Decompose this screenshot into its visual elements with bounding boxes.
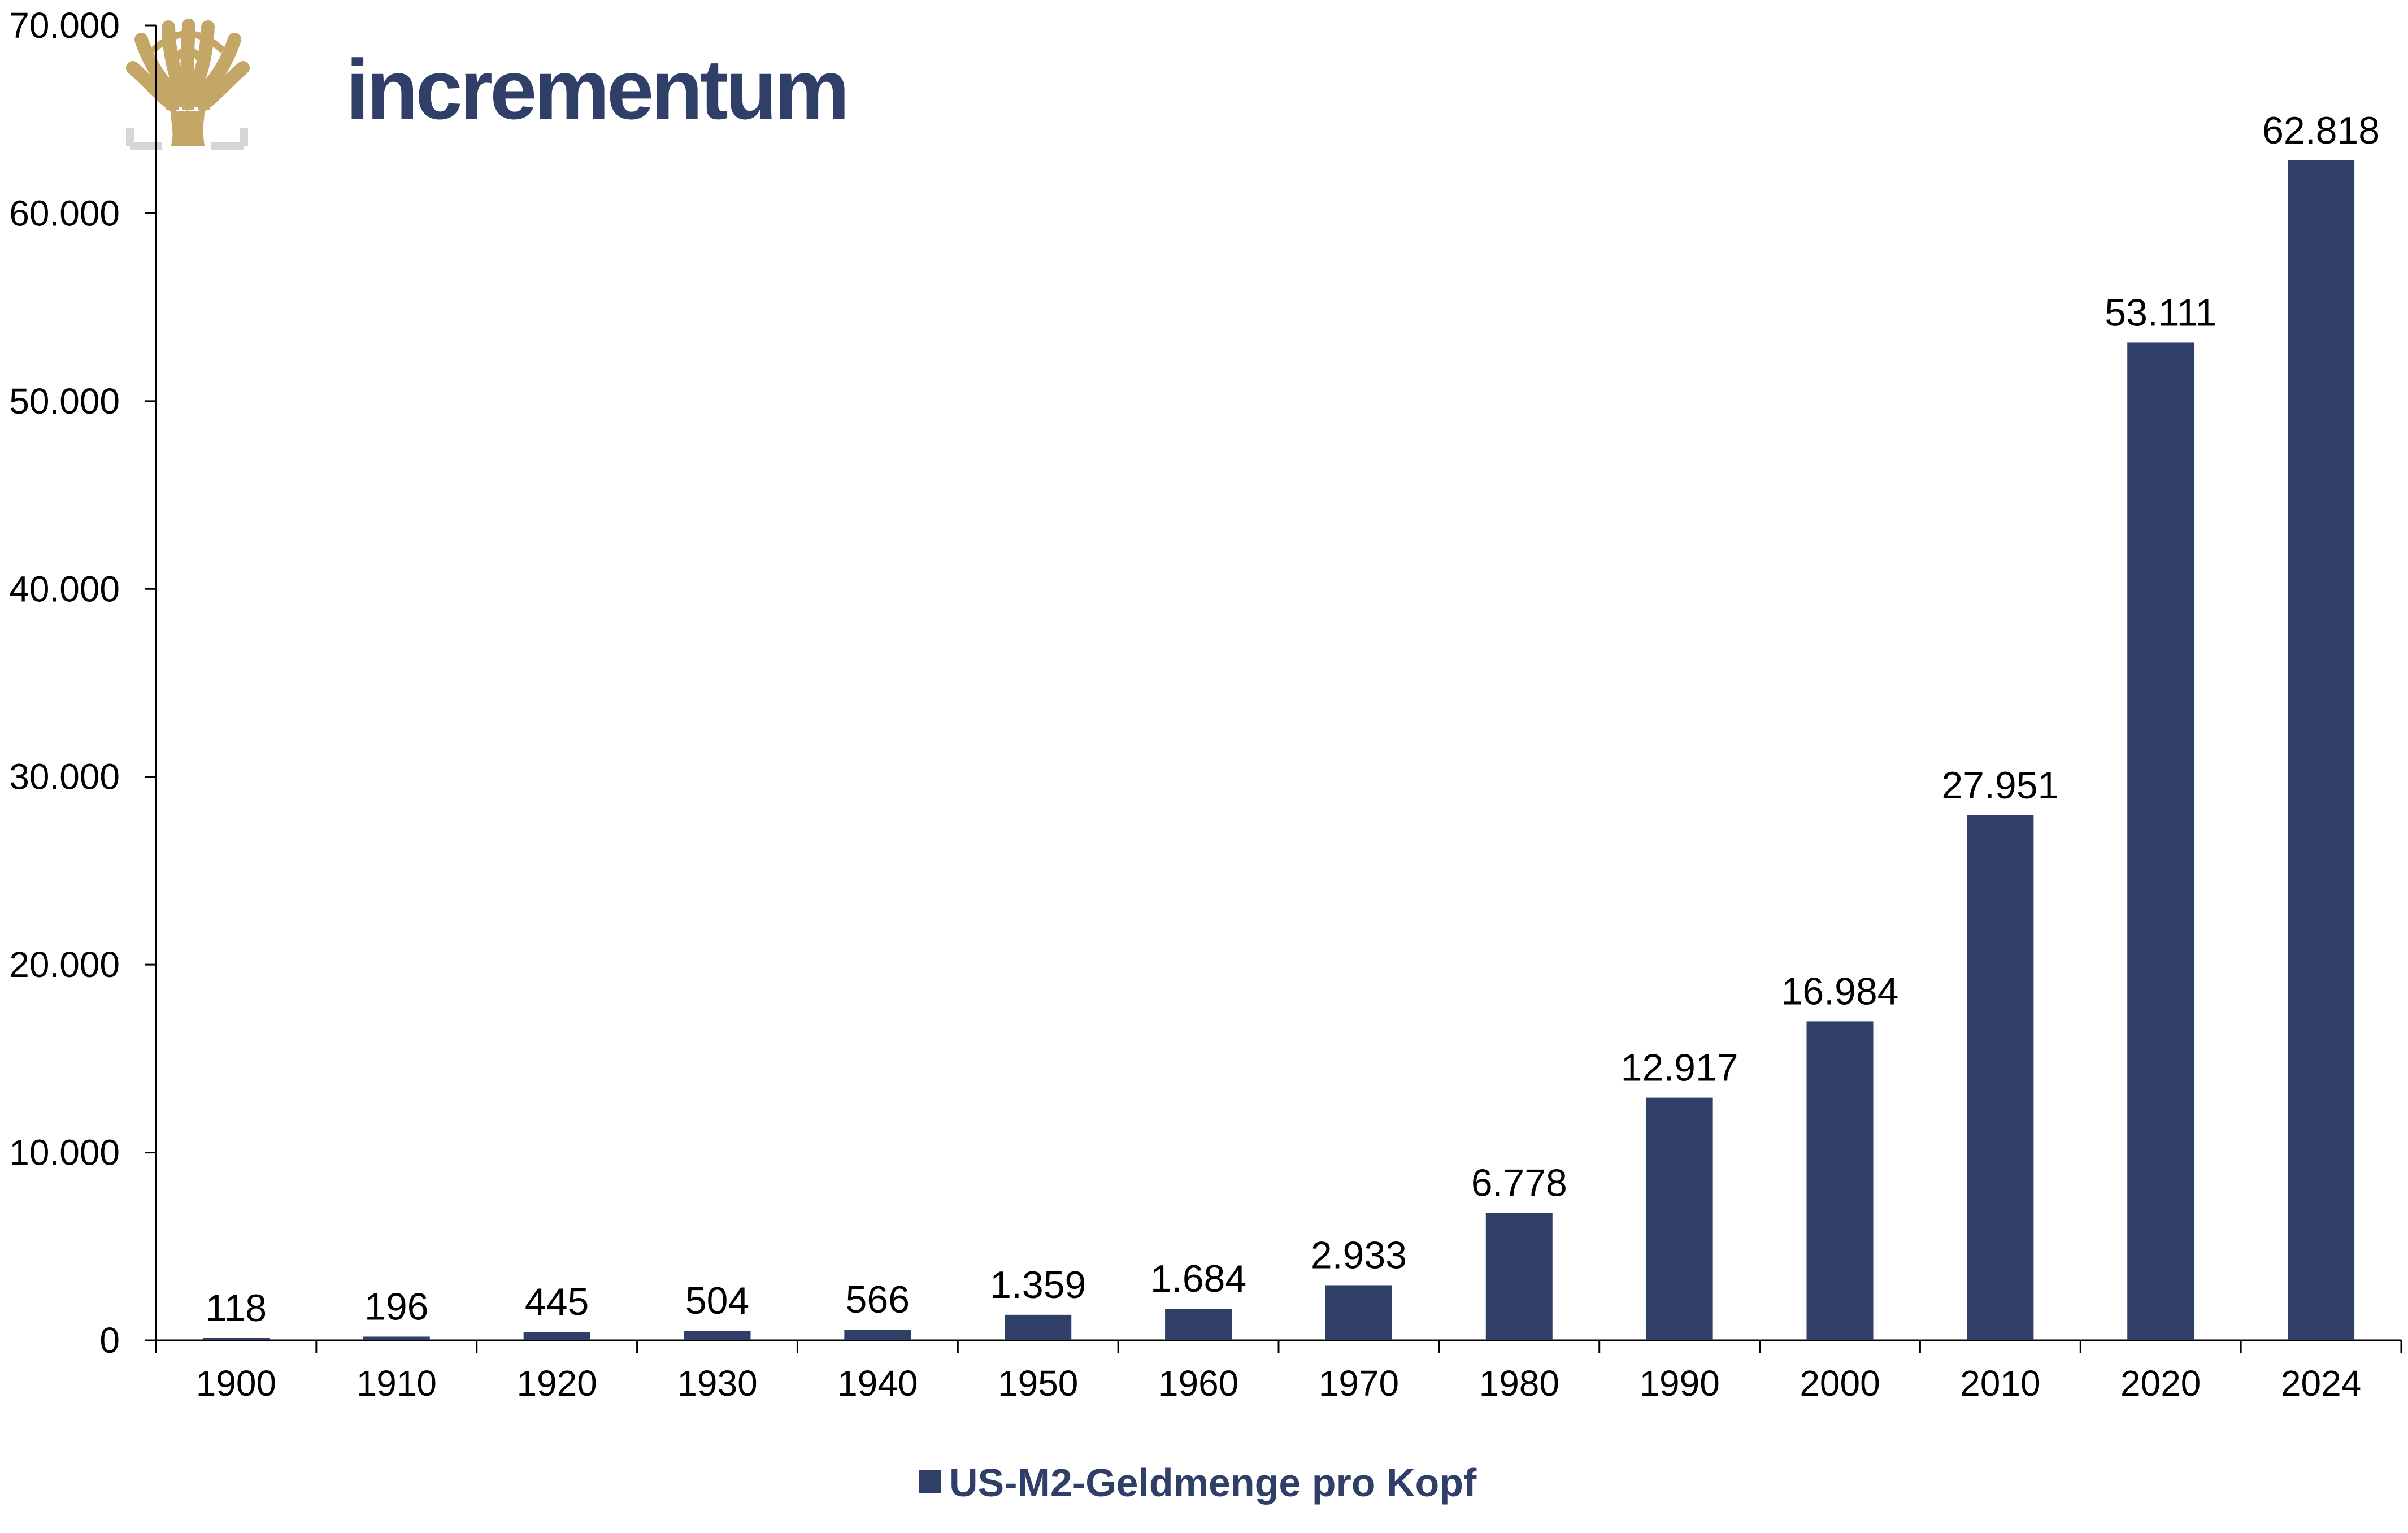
bar — [202, 1338, 270, 1340]
x-tick-label: 1980 — [1479, 1363, 1559, 1404]
x-tick-label: 1920 — [516, 1363, 597, 1404]
x-tick-label: 1940 — [837, 1363, 918, 1404]
bar — [1967, 815, 2034, 1340]
bar — [1485, 1213, 1553, 1340]
bar — [363, 1336, 430, 1340]
data-label: 6.778 — [1471, 1162, 1567, 1205]
bar — [844, 1330, 911, 1340]
x-tick-label: 1990 — [1639, 1363, 1719, 1404]
y-tick-label: 70.000 — [9, 5, 120, 46]
bar — [2127, 342, 2194, 1340]
data-label: 2.933 — [1311, 1234, 1407, 1276]
data-label: 196 — [364, 1285, 428, 1328]
y-tick-label: 0 — [99, 1320, 120, 1361]
bar — [684, 1331, 751, 1340]
bar — [2288, 160, 2355, 1340]
y-tick-label: 10.000 — [9, 1132, 120, 1173]
data-label: 1.684 — [1150, 1257, 1246, 1300]
data-label: 62.818 — [2262, 109, 2380, 152]
x-tick-label: 1950 — [998, 1363, 1078, 1404]
x-tick-label: 2000 — [1800, 1363, 1880, 1404]
incrementum-logo: incrementum — [126, 19, 850, 150]
data-label: 27.951 — [1941, 764, 2059, 807]
x-tick-label: 2010 — [1960, 1363, 2040, 1404]
data-label: 16.984 — [1781, 970, 1899, 1013]
data-label: 12.917 — [1621, 1046, 1738, 1089]
bar — [1165, 1309, 1232, 1340]
bar — [1325, 1285, 1392, 1340]
legend-swatch — [919, 1470, 941, 1493]
y-tick-label: 50.000 — [9, 381, 120, 422]
data-label: 53.111 — [2105, 291, 2216, 334]
bar — [1646, 1097, 1713, 1340]
legend: US-M2-Geldmenge pro Kopf — [919, 1461, 1477, 1505]
data-label: 1.359 — [990, 1263, 1086, 1306]
tree-logo-icon — [126, 19, 250, 150]
x-axis: 1900 1910 1920 1930 1940 1950 1960 1970 1980 1990… — [155, 1339, 2402, 1404]
y-tick-label: 30.000 — [9, 757, 120, 797]
x-tick-label: 1910 — [357, 1363, 437, 1404]
y-tick-label: 60.000 — [9, 193, 120, 233]
data-label: 504 — [685, 1279, 749, 1322]
logo-text: incrementum — [346, 42, 847, 137]
data-label: 118 — [206, 1287, 267, 1330]
y-tick-label: 40.000 — [9, 568, 120, 609]
bar — [1005, 1314, 1072, 1340]
y-axis: 0 10.000 20.000 30.000 40.000 50.000 60.000 70.… — [9, 5, 157, 1361]
bar — [523, 1332, 590, 1340]
y-tick-label: 20.000 — [9, 944, 120, 985]
data-label: 445 — [525, 1280, 589, 1323]
bar-series — [202, 160, 2355, 1340]
data-label: 566 — [846, 1278, 910, 1321]
x-tick-label: 1930 — [677, 1363, 757, 1404]
x-tick-label: 1970 — [1319, 1363, 1399, 1404]
x-tick-label: 1900 — [196, 1363, 276, 1404]
bar — [1806, 1021, 1874, 1340]
x-tick-label: 2024 — [2281, 1363, 2361, 1404]
legend-label: US-M2-Geldmenge pro Kopf — [949, 1461, 1477, 1505]
data-labels: 118 196 445 504 566 1.359 1.684 2.933 6.778 12.91… — [206, 109, 2380, 1330]
x-tick-label: 1960 — [1158, 1363, 1238, 1404]
x-tick-label: 2020 — [2120, 1363, 2201, 1404]
